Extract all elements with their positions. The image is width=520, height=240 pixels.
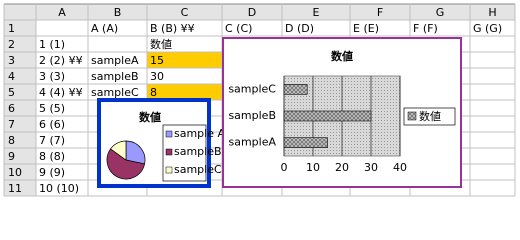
cell: 1 (1) — [39, 38, 65, 51]
cell: sampleB — [91, 70, 139, 83]
row-number: 4 — [8, 70, 15, 83]
y-tick-label: sampleC — [228, 82, 276, 95]
legend-label: sampleC — [174, 163, 222, 176]
column-header: C — [181, 6, 189, 19]
y-tick-label: sampleA — [228, 136, 276, 149]
bar — [283, 110, 372, 122]
x-tick-label: 40 — [393, 161, 407, 174]
cell: 6 (6) — [39, 118, 65, 131]
cell: sampleA — [91, 54, 139, 67]
legend-swatch — [165, 166, 173, 174]
row-number: 8 — [8, 134, 15, 147]
row-number: 11 — [8, 182, 22, 195]
legend-swatch — [165, 148, 173, 156]
bar-title: 数値 — [331, 49, 353, 63]
cell: 3 (3) — [39, 70, 65, 83]
highlight-cell — [147, 52, 222, 68]
legend-label: sample A — [174, 127, 225, 140]
legend-swatch — [407, 111, 417, 121]
column-header: D — [248, 6, 256, 19]
legend-swatch — [165, 130, 173, 138]
column-header-bar — [4, 4, 515, 20]
cell: 7 (7) — [39, 134, 65, 147]
cell: 4 (4) ¥¥ — [39, 86, 83, 99]
cell: 数値 — [150, 38, 172, 51]
cell: 8 — [150, 86, 157, 99]
row-number: 3 — [8, 54, 15, 67]
cell: 5 (5) — [39, 102, 65, 115]
column-header: B — [114, 6, 122, 19]
row-number: 9 — [8, 150, 15, 163]
cell: sampleC — [91, 86, 139, 99]
column-header: E — [313, 6, 320, 19]
row-number: 1 — [8, 22, 15, 35]
column-header: H — [488, 6, 496, 19]
cell: 2 (2) ¥¥ — [39, 54, 83, 67]
row-number: 6 — [8, 102, 15, 115]
column-header: A — [58, 6, 66, 19]
cell: 10 (10) — [39, 182, 79, 195]
cell: A (A) — [91, 22, 118, 35]
x-tick-label: 10 — [306, 161, 320, 174]
x-tick-label: 20 — [335, 161, 349, 174]
cell: 15 — [150, 54, 164, 67]
spreadsheet: A B C D E F G H 1 2 3 4 5 6 7 8 9 10 11 A (A) B (B) ¥¥ C (C) D… — [3, 3, 516, 197]
cell: 30 — [150, 70, 164, 83]
bar — [283, 137, 328, 148]
cell: 9 (9) — [39, 166, 65, 179]
cell: D (D) — [285, 22, 314, 35]
cell: G (G) — [473, 22, 502, 35]
legend-label: sampleB — [174, 145, 222, 158]
row-number: 2 — [8, 38, 15, 51]
bar — [283, 84, 308, 95]
y-tick-label: sampleB — [228, 109, 276, 122]
bar-legend — [403, 107, 456, 126]
column-header: F — [377, 6, 383, 19]
cell: 8 (8) — [39, 150, 65, 163]
x-tick-label: 0 — [281, 161, 288, 174]
pie-slice — [125, 140, 146, 165]
row-number: 10 — [8, 166, 22, 179]
pie-slice — [110, 140, 127, 161]
row-number: 7 — [8, 118, 15, 131]
legend-label: 数値 — [419, 110, 441, 123]
cell: F (F) — [413, 22, 438, 35]
column-header: G — [436, 6, 445, 19]
x-tick-label: 30 — [364, 161, 378, 174]
cell: E (E) — [353, 22, 379, 35]
pie-slice — [106, 148, 146, 180]
pie-title: 数値 — [139, 110, 161, 124]
highlight-cell — [147, 84, 222, 100]
cell: B (B) ¥¥ — [150, 22, 195, 35]
row-number: 5 — [8, 86, 15, 99]
cell: C (C) — [225, 22, 252, 35]
